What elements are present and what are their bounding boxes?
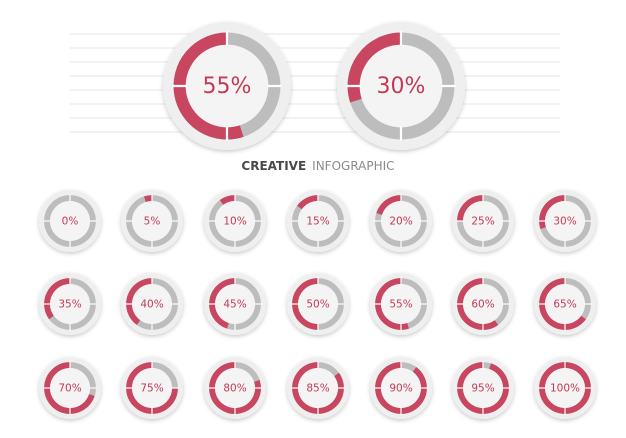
gauge-progress-arc: [44, 278, 71, 320]
gauge-face: [545, 201, 585, 241]
gauge-label: 25%: [471, 216, 494, 228]
gauge-progress-arc: [539, 278, 586, 330]
gauge-progress-arc: [539, 195, 566, 229]
gauge-face: [298, 201, 338, 241]
small-gauge: 60%: [452, 273, 514, 335]
gauge-progress-arc: [376, 195, 402, 216]
small-gauge: 20%: [370, 190, 432, 252]
gauge-face: [381, 284, 421, 324]
small-gauge: 45%: [204, 273, 266, 335]
small-gauge: 100%: [534, 357, 596, 419]
gauge-face: [132, 201, 172, 241]
gauge-label: 75%: [140, 383, 163, 395]
gauge-face: [381, 368, 421, 408]
small-gauges-grid: 0% 5% 10% 15% 20% 25% 30% 35% 40% 45% 50% 55% 60% 65%…: [39, 190, 596, 419]
small-gauge: 35%: [39, 273, 101, 335]
gauge-label: 40%: [140, 299, 163, 311]
gauge-face: [132, 284, 172, 324]
gauge-label: 35%: [58, 299, 81, 311]
gauge-progress-arc: [126, 362, 178, 414]
gauge-face: [185, 44, 269, 128]
gauge-label: 85%: [306, 383, 329, 395]
small-gauge: 5%: [121, 190, 183, 252]
large-gauge: 30%: [337, 22, 465, 150]
title-light-word: INFOGRAPHIC: [312, 159, 394, 173]
gauge-face: [545, 284, 585, 324]
gauge-progress-arc: [457, 362, 509, 414]
gauge-label: 100%: [550, 383, 580, 395]
gauge-label: 45%: [223, 299, 246, 311]
gauge-face: [215, 284, 255, 324]
small-gauge: 25%: [452, 190, 514, 252]
gauge-progress-arc: [457, 195, 484, 222]
gauge-label: 95%: [471, 383, 494, 395]
gauge-progress-arc: [44, 362, 95, 414]
gauge-face: [298, 368, 338, 408]
gauge-progress-arc: [297, 195, 319, 210]
gauge-progress-arc: [457, 278, 499, 330]
infographic-title: CREATIVE INFOGRAPHIC: [241, 159, 394, 173]
gauge-face: [463, 368, 503, 408]
background-lines: [70, 33, 560, 133]
small-gauge: 95%: [452, 357, 514, 419]
title-bold-word: CREATIVE: [241, 159, 306, 173]
gauge-label: 70%: [58, 383, 81, 395]
gauge-label: 50%: [306, 299, 329, 311]
gauge-face: [359, 44, 443, 128]
gauge-progress-arc: [126, 278, 153, 325]
large-gauge: 55%: [163, 22, 291, 150]
gauge-progress-arc: [375, 362, 427, 414]
gauge-face: [215, 201, 255, 241]
gauge-progress-arc: [173, 32, 244, 140]
gauge-progress-arc: [209, 278, 236, 329]
gauge-label: 20%: [389, 216, 412, 228]
small-gauge: 15%: [287, 190, 349, 252]
gauge-progress-arc: [144, 195, 153, 203]
gauge-label: 30%: [377, 74, 426, 99]
gauge-progress-arc: [375, 278, 409, 330]
small-gauge: 85%: [287, 357, 349, 419]
small-gauge: 30%: [534, 190, 596, 252]
gauge-label: 5%: [144, 216, 161, 228]
small-gauge: 65%: [534, 273, 596, 335]
gauge-label: 90%: [389, 383, 412, 395]
gauge-label: 65%: [553, 299, 576, 311]
gauge-face: [50, 201, 90, 241]
gauge-face: [132, 368, 172, 408]
gauge-label: 10%: [223, 216, 246, 228]
small-gauge: 80%: [204, 357, 266, 419]
gauge-label: 80%: [223, 383, 246, 395]
gauge-label: 30%: [553, 216, 576, 228]
gauge-face: [463, 284, 503, 324]
gauge-label: 15%: [306, 216, 329, 228]
gauge-face: [50, 284, 90, 324]
small-gauge: 75%: [121, 357, 183, 419]
large-gauges: 55% 30%: [163, 22, 465, 150]
gauge-progress-arc: [209, 362, 261, 414]
gauge-face: [50, 368, 90, 408]
gauge-face: [215, 368, 255, 408]
gauge-progress-arc: [347, 32, 402, 103]
gauge-face: [545, 368, 585, 408]
small-gauge: 0%: [39, 190, 101, 252]
small-gauge: 90%: [370, 357, 432, 419]
gauge-progress-arc: [292, 362, 344, 414]
gauge-face: [298, 284, 338, 324]
gauge-label: 55%: [203, 74, 252, 99]
gauge-label: 0%: [62, 216, 79, 228]
gauge-face: [463, 201, 503, 241]
small-gauge: 55%: [370, 273, 432, 335]
small-gauge: 40%: [121, 273, 183, 335]
small-gauge: 10%: [204, 190, 266, 252]
gauge-label: 55%: [389, 299, 412, 311]
gauge-label: 60%: [471, 299, 494, 311]
gauge-face: [381, 201, 421, 241]
small-gauge: 70%: [39, 357, 101, 419]
small-gauge: 50%: [287, 273, 349, 335]
